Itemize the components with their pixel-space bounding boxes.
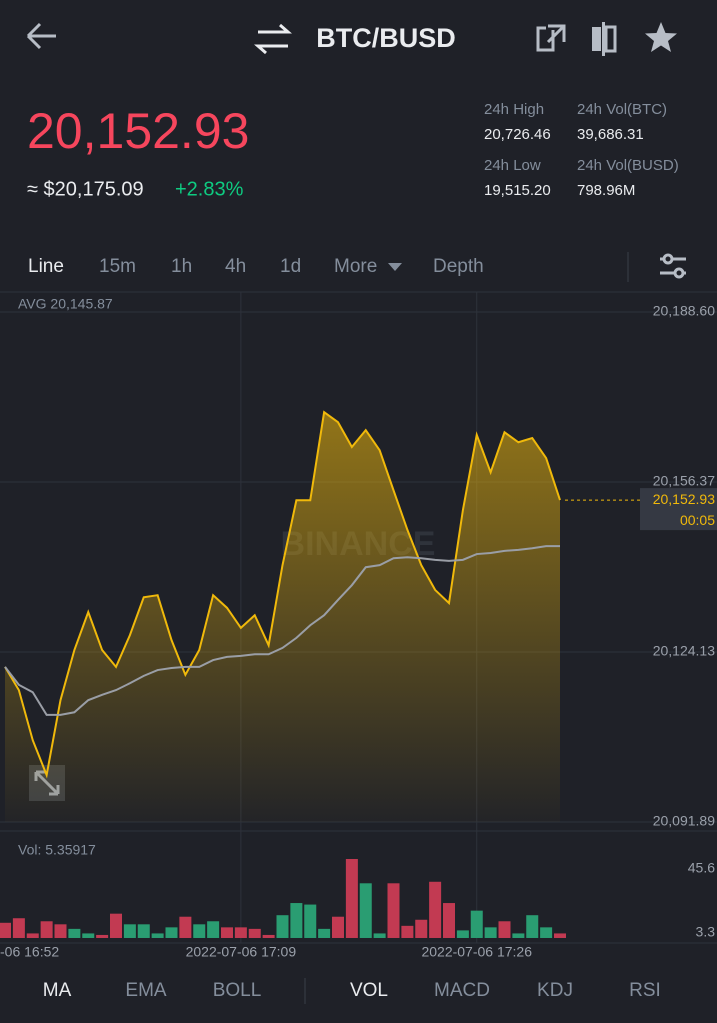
volume-bar [165,927,178,938]
volume-bar [12,918,25,938]
volume-bar [54,924,67,938]
volume-bar [345,858,358,938]
tab[interactable]: Line [28,256,64,277]
swap-icon[interactable] [254,23,292,55]
volume-bar [151,933,164,938]
volume-bar [318,928,331,938]
indicator-tab[interactable]: BOLL [213,980,262,1001]
volume-bar [123,924,136,938]
stat-label: 24h Vol(BUSD) [577,157,679,174]
volume-bar [359,883,372,938]
tab[interactable]: Depth [433,256,484,277]
price-change: +2.83% [175,178,244,200]
stat-value: 20,726.46 [484,126,551,143]
y-tick-label: 20,188.60 [653,303,715,319]
y-tick-label: 20,156.37 [653,473,715,489]
stat-value: 39,686.31 [577,126,644,143]
volume-bar [498,921,511,938]
volume-bar [443,903,455,938]
pair-title[interactable]: BTC/BUSD [316,23,456,53]
usd-price: ≈ $20,175.09 [27,178,144,200]
volume-bar [179,916,192,938]
volume-bar [276,915,289,938]
volume-bar [0,922,11,938]
volume-bar [82,933,95,938]
y-tick-label: 20,091.89 [653,813,715,829]
volume-bar [304,904,317,938]
stat-value: 798.96M [577,182,635,199]
volume-bar [332,916,344,938]
y-tick-label: 20,124.13 [653,643,715,659]
tab[interactable]: 15m [99,256,136,277]
volume-bar [193,924,206,938]
indicator-tab[interactable]: EMA [125,980,167,1001]
stat-label: 24h Vol(BTC) [577,101,667,118]
tab[interactable]: 4h [225,256,246,277]
share-icon[interactable] [536,24,566,52]
stat-label: 24h Low [484,157,541,174]
volume-bar [373,933,386,938]
countdown: 00:05 [680,512,715,528]
volume-bar [456,930,469,938]
indicator-tab[interactable]: RSI [629,980,661,1001]
volume-bar [68,928,81,938]
last-price: 20,152.93 [27,103,249,159]
volume-bar [221,927,233,938]
volume-bar [207,921,220,938]
tab[interactable]: More [334,256,377,277]
favorite-star[interactable] [645,22,677,52]
volume-bar [470,910,483,938]
volume-bar [262,934,275,938]
volume-bar [512,933,525,938]
avg-label: AVG 20,145.87 [18,296,113,312]
volume-bar [429,881,442,938]
volume-bar [540,927,553,938]
y-tick-label: 3.3 [696,924,716,940]
volume-bar [415,919,428,938]
last-price-label: 20,152.93 [653,491,715,507]
back-button[interactable] [26,22,56,50]
tab[interactable]: 1d [280,256,301,277]
stat-label: 24h High [484,101,544,118]
volume-label: Vol: 5.35917 [18,842,96,858]
x-tick-label: -06 16:52 [0,944,59,960]
y-tick-label: 45.6 [688,859,715,875]
volume-bar [137,924,150,938]
indicator-tab[interactable]: KDJ [537,980,573,1001]
volume-bar [484,927,497,938]
x-tick-label: 2022-07-06 17:26 [421,944,532,960]
indicator-tab[interactable]: MA [43,980,72,1001]
settings-icon[interactable] [660,253,686,279]
volume-bar [96,934,109,938]
price-line [4,545,560,716]
volume-bar [234,927,247,938]
volume-bar [401,925,414,938]
indicator-tab[interactable]: MACD [434,980,490,1001]
price-line [4,410,561,779]
volume-bar [40,921,53,938]
tab[interactable]: 1h [171,256,192,277]
volume-bar [387,883,400,938]
volume-bar [26,933,39,938]
price-area [5,412,560,822]
plot: 20,188.60 20,156.37 20,124.13 20,091.89 20,1… [0,292,717,960]
volume-bar [554,933,566,938]
x-tick-label: 2022-07-06 17:09 [186,944,297,960]
volume-bar [248,928,261,938]
dropdown-arrow [388,263,402,271]
split-icon[interactable] [592,22,617,56]
stat-value: 19,515.20 [484,182,551,199]
volume-bar [526,915,539,938]
indicator-tab[interactable]: VOL [350,980,388,1001]
volume-bar [110,913,122,938]
volume-bar [290,903,303,938]
last-price-box [640,488,717,531]
